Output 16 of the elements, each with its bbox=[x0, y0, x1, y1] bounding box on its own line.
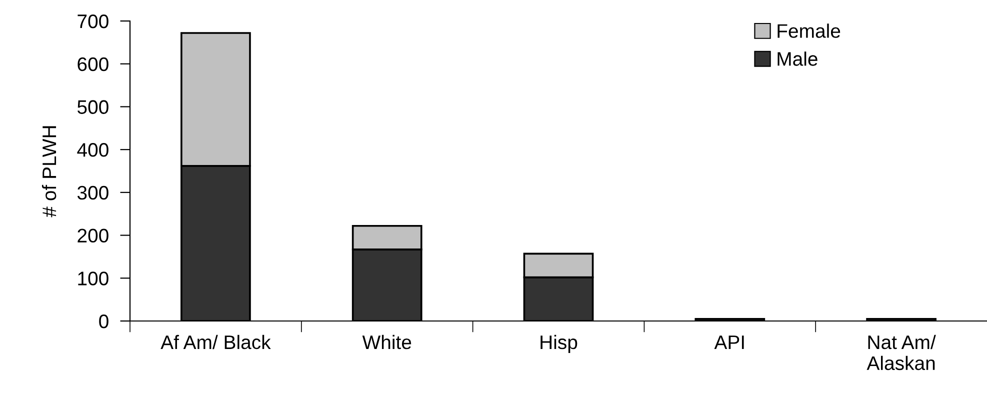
y-tick-label: 500 bbox=[78, 100, 108, 114]
y-tick-label: 400 bbox=[77, 143, 108, 157]
y-tick-label: 100 bbox=[78, 272, 108, 286]
x-tick-label: Af Am/ Black bbox=[160, 334, 271, 350]
x-tick-label: Nat Am/ Alaskan bbox=[866, 334, 936, 370]
y-tick-label: 0 bbox=[99, 314, 108, 328]
x-tick-label: White bbox=[362, 334, 412, 350]
y-tick-label: 300 bbox=[77, 186, 108, 200]
y-axis-title: # of PLWH bbox=[42, 126, 56, 218]
legend-label: Female bbox=[778, 24, 840, 38]
x-tick-label: Hisp bbox=[540, 334, 578, 354]
y-tick-label: 200 bbox=[78, 228, 108, 243]
legend-label: Male bbox=[778, 52, 818, 66]
x-tick-label: API bbox=[714, 336, 744, 349]
y-tick-label: 700 bbox=[78, 14, 108, 28]
y-tick-label: 600 bbox=[78, 57, 108, 72]
